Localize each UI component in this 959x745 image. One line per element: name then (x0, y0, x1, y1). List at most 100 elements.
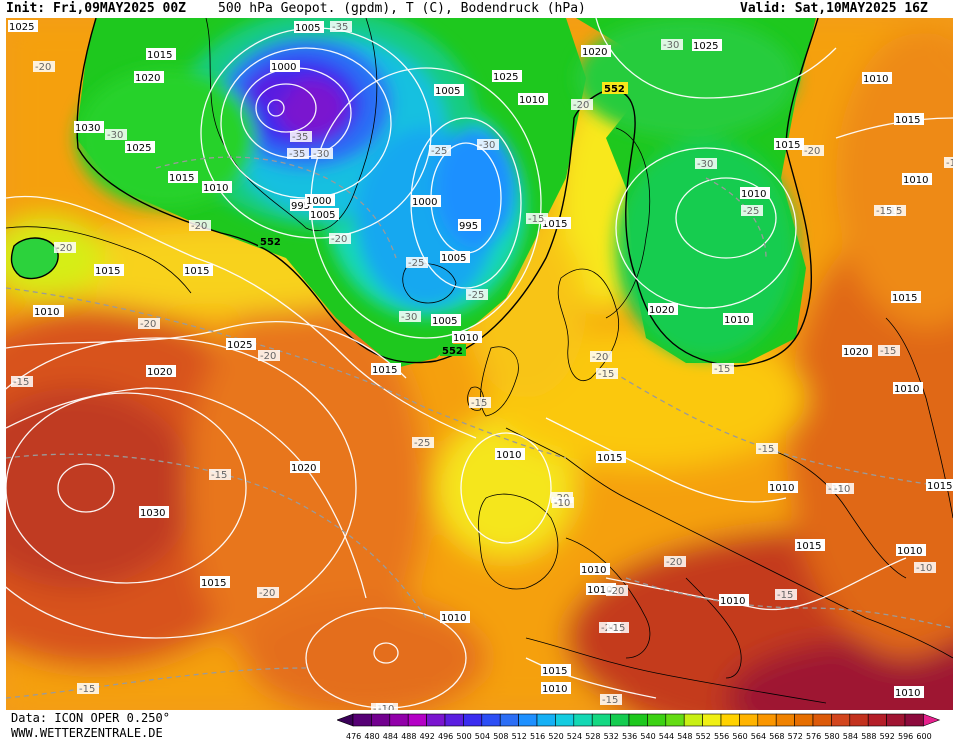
pressure-label: 1015 (371, 363, 401, 376)
colorbar-tick-label: 580 (824, 732, 839, 741)
pressure-label-text: 1005 (432, 316, 457, 327)
pressure-label-text: 1010 (895, 688, 920, 699)
pressure-label: 1010 (893, 382, 923, 395)
pressure-label-text: 1030 (140, 508, 165, 519)
pressure-label-text: 1005 (310, 210, 335, 221)
colorbar-tick-label: 480 (364, 732, 379, 741)
pressure-label: 1015 (541, 664, 571, 677)
temperature-label: -15 (775, 589, 797, 601)
temperature-label-text: -15 (880, 346, 896, 357)
pressure-label-text: 1005 (295, 23, 320, 34)
colorbar-swatch (647, 713, 667, 727)
temperature-label-text: -15 (714, 364, 730, 375)
temperature-label: -30 (105, 129, 127, 141)
temperature-label: -10 (914, 562, 936, 574)
temperature-label-text: -10 (946, 158, 953, 169)
colorbar-swatch (499, 713, 519, 727)
pressure-label-text: 1025 (227, 340, 252, 351)
colorbar-swatch (407, 713, 427, 727)
isobars (6, 18, 953, 709)
temperature-label-text: -20 (259, 588, 275, 599)
colorbar-tick-label: 588 (861, 732, 876, 741)
temperature-label-text: -15 (609, 623, 625, 634)
contour-label-552: 552 (604, 84, 625, 95)
colorbar-swatch (867, 713, 887, 727)
pressure-label: 1015 (891, 291, 921, 304)
pressure-label: 1020 (134, 71, 164, 84)
pressure-label-text: 1015 (892, 293, 917, 304)
temperature-label-text: -15 (211, 470, 227, 481)
temperature-label-text: -30 (479, 140, 495, 151)
temperature-label-text: -20 (260, 351, 276, 362)
pressure-label: 1000 (305, 194, 335, 207)
pressure-label-text: 1005 (441, 253, 466, 264)
pressure-label-text: 995 (459, 221, 478, 232)
pressure-label: 1005 (440, 251, 470, 264)
contour-label-552: 552 (260, 237, 281, 248)
temperature-label: -25 (466, 289, 488, 301)
temperature-label: -10 (832, 483, 854, 495)
temperature-label-text: -10 (378, 704, 394, 710)
pressure-label: 1025 (8, 20, 38, 33)
pressure-label: 995 (458, 219, 481, 232)
temperature-label-text: -15 (79, 684, 95, 695)
temperature-label-text: -15 (13, 377, 29, 388)
pressure-label: 1005 (431, 314, 461, 327)
pressure-label-text: 1015 (542, 219, 567, 230)
colorbar-tick-label: 496 (438, 732, 453, 741)
temperature-label: -30 (661, 39, 683, 51)
colorbar-tick-label: 592 (880, 732, 895, 741)
pressure-label: 1015 (94, 264, 124, 277)
colorbar-swatch (555, 713, 575, 727)
colorbar: 476 480 484 488 492 496 500 504 508 512 516 520 524 5… (336, 711, 959, 741)
contour-552-labels: 552 552 552 (258, 82, 628, 357)
pressure-label: 1010 (541, 682, 571, 695)
pressure-label: 1010 (723, 313, 753, 326)
pressure-label-text: 1025 (126, 143, 151, 154)
data-source: Data: ICON OPER 0.250° (11, 711, 170, 725)
colorbar-swatch (812, 713, 832, 727)
colorbar-tick-label: 568 (769, 732, 784, 741)
pressure-label-text: 1010 (581, 565, 606, 576)
temperature-label: -15 (77, 683, 99, 695)
pressure-label-text: 1020 (147, 367, 172, 378)
colorbar-tick-label: 540 (640, 732, 655, 741)
init-time: Init: Fri,09MAY2025 00Z (6, 1, 187, 16)
temperature-label-text: -15 (777, 590, 793, 601)
temperature-label: -20 (590, 351, 612, 363)
pressure-label: 1015 (183, 264, 213, 277)
temperature-label: -15 (596, 368, 618, 380)
colorbar-swatch (628, 713, 648, 727)
colorbar-swatch (775, 713, 795, 727)
temperature-label: -25 (741, 205, 763, 217)
temperature-label-text: -20 (573, 100, 589, 111)
temperature-label: -10 (944, 157, 953, 169)
pressure-label-text: 1010 (587, 585, 612, 596)
colorbar-tick-label: 476 (346, 732, 361, 741)
pressure-label-text: 1010 (903, 175, 928, 186)
colorbar-tick-label: 584 (843, 732, 858, 741)
pressure-label-text: 1010 (863, 74, 888, 85)
temperature-label: -20 (802, 145, 824, 157)
temperature-label: -15 (878, 345, 900, 357)
colorbar-tick-label: 564 (751, 732, 766, 741)
pressure-label: 1010 (902, 173, 932, 186)
pressure-label: 1025 (125, 141, 155, 154)
pressure-label: 1010 (862, 72, 892, 85)
valid-time: Valid: Sat,10MAY2025 16Z (740, 1, 928, 16)
colorbar-swatch (757, 713, 777, 727)
pressure-label: 1005 (434, 84, 464, 97)
temperature-label: -20 (606, 585, 628, 597)
pressure-label-text: 1025 (693, 41, 718, 52)
pressure-label: 1020 (842, 345, 872, 358)
colorbar-tick-label: 576 (806, 732, 821, 741)
temperature-label-text: -15 (758, 444, 774, 455)
pressure-label-text: 1010 (724, 315, 749, 326)
temperature-label-text: -15 (876, 206, 892, 217)
colorbar-swatch (389, 713, 409, 727)
pressure-label: 1020 (648, 303, 678, 316)
pressure-label-text: 1020 (649, 305, 674, 316)
temperature-label-text: -20 (666, 557, 682, 568)
temperature-label-text: -20 (608, 586, 624, 597)
colorbar-swatch (536, 713, 556, 727)
